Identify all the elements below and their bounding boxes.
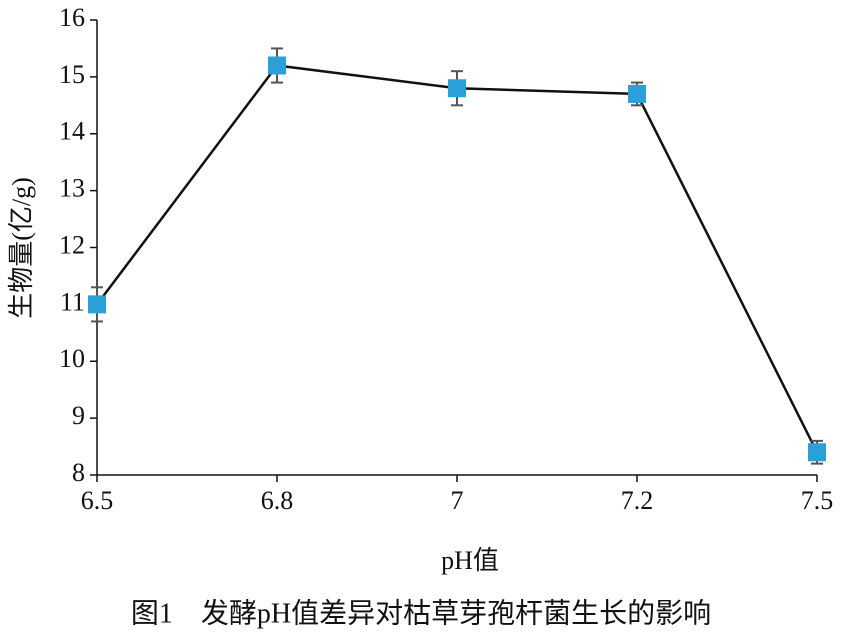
marker (268, 56, 286, 75)
y-axis-label: 生物量(亿/g) (7, 177, 36, 319)
marker (808, 443, 826, 462)
y-tick-label: 16 (59, 3, 85, 32)
x-axis-label: pH值 (441, 546, 499, 575)
y-tick-label: 14 (59, 117, 85, 146)
x-tick-label: 6.5 (81, 486, 114, 515)
y-tick-label: 15 (59, 60, 85, 89)
x-tick-label: 7.2 (621, 486, 654, 515)
y-tick-label: 10 (59, 344, 85, 373)
data-line (96, 64, 819, 453)
marker (88, 295, 106, 314)
x-tick-label: 7.5 (801, 486, 834, 515)
x-tick-label: 6.8 (261, 486, 294, 515)
y-tick-label: 13 (59, 174, 85, 203)
y-tick-label: 11 (60, 287, 85, 316)
x-tick-label: 7 (451, 486, 464, 515)
marker (628, 84, 646, 103)
y-tick-label: 12 (59, 230, 85, 259)
y-tick-label: 8 (72, 458, 85, 487)
caption: 图1 发酵pH值差异对枯草芽孢杆菌生长的影响 (131, 597, 711, 629)
marker (448, 79, 466, 98)
y-tick-label: 9 (72, 401, 85, 430)
